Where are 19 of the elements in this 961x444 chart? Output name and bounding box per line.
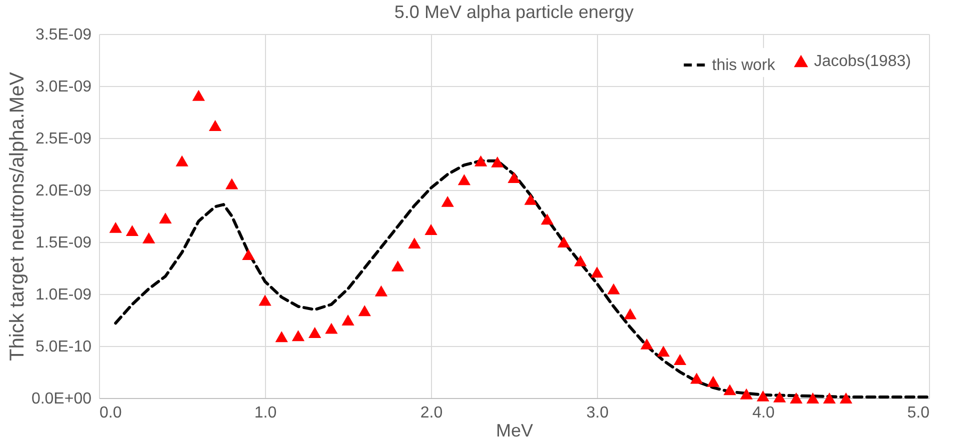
x-tick-label: 5.0 xyxy=(907,404,930,422)
y-axis-title: Thick target neutrons/alpha.MeV xyxy=(6,71,28,362)
legend-label: Jacobs(1983) xyxy=(814,53,911,70)
x-axis-title: MeV xyxy=(496,420,534,440)
x-tick-label: 4.0 xyxy=(752,404,775,422)
y-tick-label: 2.5E-09 xyxy=(35,130,92,148)
y-tick-label: 1.5E-09 xyxy=(35,234,92,252)
y-tick-label: 3.0E-09 xyxy=(35,78,92,96)
x-tick-label: 2.0 xyxy=(420,404,443,422)
y-tick-label: 5.0E-10 xyxy=(35,338,92,356)
x-tick-label: 1.0 xyxy=(254,404,277,422)
y-tick-label: 3.5E-09 xyxy=(35,26,92,44)
chart-title: 5.0 MeV alpha particle energy xyxy=(394,2,634,22)
y-tick-label: 2.0E-09 xyxy=(35,182,92,200)
x-tick-label: 3.0 xyxy=(586,404,609,422)
y-tick-label: 1.0E-09 xyxy=(35,286,92,304)
legend-label: this work xyxy=(712,57,776,74)
x-tick-label: 0.0 xyxy=(100,404,122,422)
y-tick-label: 0.0E+00 xyxy=(31,390,92,408)
